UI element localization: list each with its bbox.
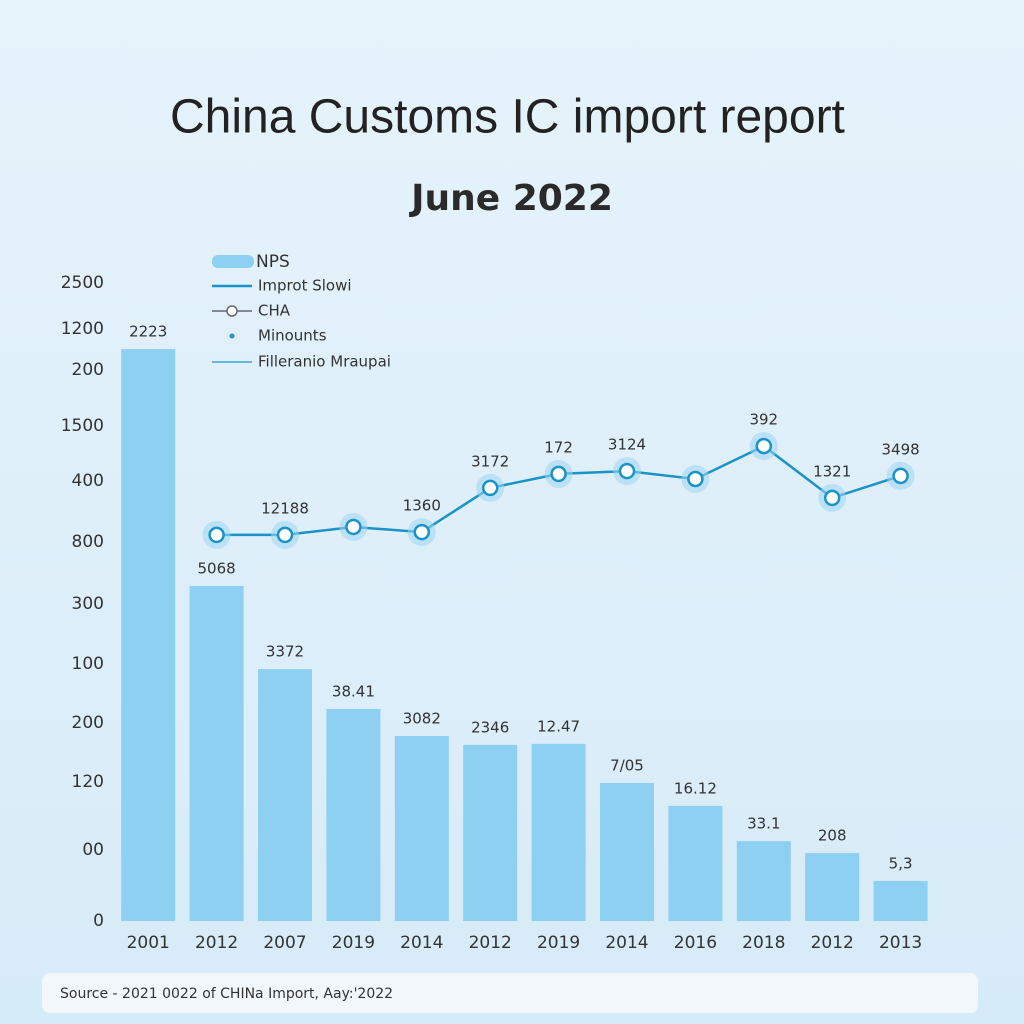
x-tick-label: 2012 bbox=[195, 933, 238, 953]
y-axis-label: 120 bbox=[72, 772, 104, 792]
marker bbox=[892, 467, 909, 485]
marker bbox=[481, 479, 499, 497]
data-label: 7/05 bbox=[610, 756, 644, 774]
data-label: 208 bbox=[818, 827, 847, 845]
marker bbox=[345, 518, 362, 536]
source: Source - 2021 0022 of CHINa Import, Aay:… bbox=[60, 986, 393, 1002]
marker bbox=[823, 489, 841, 507]
data-label: 33.1 bbox=[747, 815, 780, 833]
x-tick-label: 2018 bbox=[742, 933, 785, 953]
data-label: 2223 bbox=[129, 323, 167, 341]
legend-swatch bbox=[226, 305, 238, 317]
x-tick-label: 2012 bbox=[469, 933, 512, 953]
bar bbox=[189, 585, 244, 921]
data-label: 392 bbox=[749, 411, 778, 429]
marker bbox=[413, 523, 431, 541]
data-label: 12188 bbox=[261, 499, 309, 517]
x-tick-label: 2014 bbox=[605, 933, 648, 953]
y-axis-label: 200 bbox=[72, 713, 104, 733]
marker bbox=[550, 465, 567, 483]
data-label: 12.47 bbox=[537, 717, 580, 735]
marker bbox=[618, 462, 636, 480]
x-tick-label: 2014 bbox=[400, 933, 443, 953]
data-label: 3372 bbox=[266, 643, 304, 661]
x-tick-label: 2013 bbox=[879, 933, 922, 953]
source-box bbox=[42, 973, 978, 1013]
bar bbox=[531, 743, 586, 921]
bar bbox=[668, 805, 723, 921]
legend-swatch bbox=[229, 333, 235, 339]
legend-label: CHA bbox=[258, 302, 291, 320]
data-label: 3124 bbox=[608, 436, 646, 454]
y-tick-label: 2500 bbox=[61, 273, 104, 293]
bar bbox=[463, 744, 518, 921]
bar bbox=[394, 735, 449, 921]
legend-label: Improt Slowi bbox=[258, 277, 352, 295]
marker bbox=[755, 437, 773, 455]
bar bbox=[805, 853, 860, 921]
legend-label: Minounts bbox=[258, 327, 327, 345]
y-axis-label: 1200 bbox=[61, 319, 104, 339]
y-axis-label: 1500 bbox=[61, 416, 104, 436]
data-label: 3498 bbox=[882, 440, 920, 458]
legend-label: Filleranio Mraupai bbox=[258, 353, 391, 371]
legend-label: NPS bbox=[256, 252, 290, 272]
x-tick-label: 2007 bbox=[263, 933, 306, 953]
y-axis-label: 100 bbox=[72, 654, 104, 674]
y-axis-label: 00 bbox=[82, 840, 104, 860]
data-label: 38.41 bbox=[332, 682, 375, 700]
data-label: 5,3 bbox=[889, 854, 913, 872]
bar bbox=[600, 782, 654, 921]
bar bbox=[326, 708, 381, 921]
x-tick-label: 2016 bbox=[674, 933, 717, 953]
y-axis-label: 800 bbox=[72, 532, 104, 552]
x-tick-label: 2001 bbox=[127, 933, 170, 953]
chart-subtitle: June 2022 bbox=[408, 178, 613, 219]
data-label: 1321 bbox=[813, 462, 851, 480]
y-axis-label: 400 bbox=[72, 471, 104, 491]
data-label: 3082 bbox=[403, 709, 441, 727]
x-tick-label: 2012 bbox=[811, 933, 854, 953]
y-axis-label: 200 bbox=[72, 360, 104, 380]
chart-title: China Customs IC import report bbox=[170, 91, 845, 144]
legend-swatch bbox=[212, 255, 254, 268]
x-tick-label: 2019 bbox=[537, 933, 580, 953]
data-label: 172 bbox=[544, 438, 573, 456]
bar bbox=[121, 349, 176, 921]
y-axis-label: 300 bbox=[72, 594, 104, 614]
data-label: 2346 bbox=[471, 718, 509, 736]
marker bbox=[687, 470, 704, 488]
bar bbox=[258, 669, 312, 921]
marker bbox=[276, 526, 294, 544]
bar bbox=[873, 880, 928, 921]
data-label: 5068 bbox=[198, 559, 236, 577]
y-tick-label: 0 bbox=[93, 911, 104, 931]
bar bbox=[736, 841, 791, 921]
data-label: 1360 bbox=[403, 497, 441, 515]
data-label: 16.12 bbox=[674, 779, 717, 797]
marker bbox=[208, 526, 225, 544]
x-tick-label: 2019 bbox=[332, 933, 375, 953]
data-label: 3172 bbox=[471, 452, 509, 470]
